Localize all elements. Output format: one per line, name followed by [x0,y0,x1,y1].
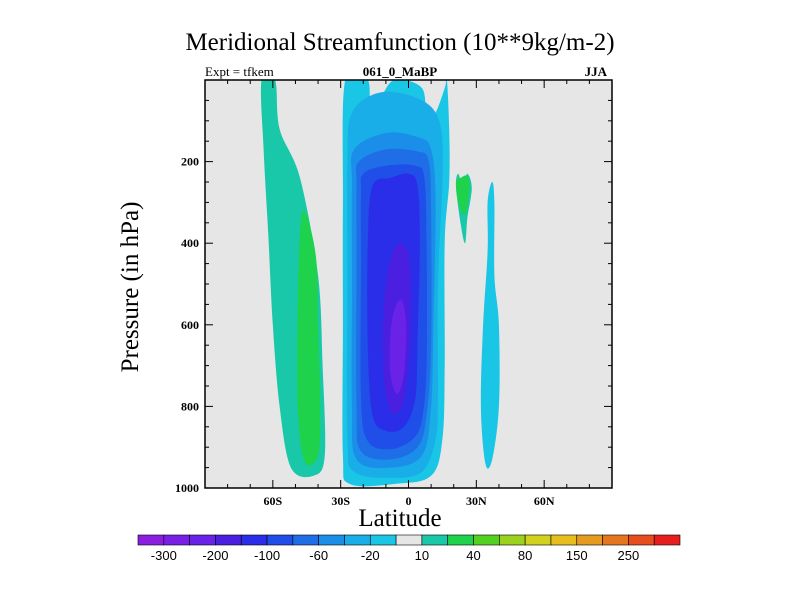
y-axis-label: Pressure (in hPa) [117,201,144,373]
season-label: JJA [584,64,607,79]
contour-regions [260,80,500,487]
y-tick-label: 400 [181,236,199,250]
experiment-label: Expt = tfkem [205,64,274,79]
colorbar-label: -200 [202,548,228,563]
chart-title: Meridional Streamfunction (10**9kg/m-2) [185,29,615,56]
x-tick-label: 30S [331,494,350,508]
colorbar-swatch [447,534,474,546]
colorbar-label: -300 [151,548,177,563]
plot-area [204,79,613,489]
contour-hadley-c8 [389,299,407,395]
x-axis-label: Latitude [358,505,442,532]
colorbar-swatch [137,534,165,546]
colorbar-swatch [524,534,552,546]
colorbar-swatch [653,534,681,546]
colorbar-swatch [318,534,345,546]
y-tick-label: 200 [181,155,199,169]
colorbar-label: 40 [466,548,480,563]
colorbar-swatch [576,534,603,546]
x-tick-label: 60N [534,494,555,508]
axis-ticks: 200 400 600 800 1000 60S 30S 0 30N 60N [175,79,613,508]
colorbar-swatch [240,534,268,546]
colorbar-swatch [292,534,319,546]
colorbar-label: 10 [415,548,429,563]
colorbar: -300 -200 -100 -60 -20 10 40 80 150 250 [137,534,681,563]
run-label: 061_0_MaBP [362,64,438,79]
colorbar-swatch [189,534,216,546]
colorbar-label: -100 [254,548,280,563]
colorbar-label: 150 [566,548,588,563]
contour-nh-cyan-right [480,182,500,469]
x-tick-label: 60S [263,494,282,508]
contour-nh-green-inner [455,175,470,215]
y-tick-label: 600 [181,318,199,332]
colorbar-swatch [395,534,423,546]
contour-sh-cell-inner [297,210,321,466]
x-tick-label: 30N [466,494,487,508]
colorbar-swatch [473,534,500,546]
y-tick-label: 1000 [175,481,199,495]
colorbar-swatch [266,534,294,546]
colorbar-swatch [215,534,242,546]
colorbar-label: 80 [518,548,532,563]
colorbar-swatch [499,534,526,546]
colorbar-swatch [602,534,629,546]
x-tick-label: 0 [406,494,412,508]
colorbar-swatch [344,534,371,546]
colorbar-label: -60 [309,548,328,563]
colorbar-swatch [550,534,578,546]
colorbar-label: -20 [361,548,380,563]
colorbar-label: 250 [618,548,640,563]
colorbar-swatch [369,534,397,546]
colorbar-swatch [163,534,190,546]
y-tick-label: 800 [181,399,199,413]
colorbar-swatch [421,534,449,546]
colorbar-swatch [628,534,655,546]
